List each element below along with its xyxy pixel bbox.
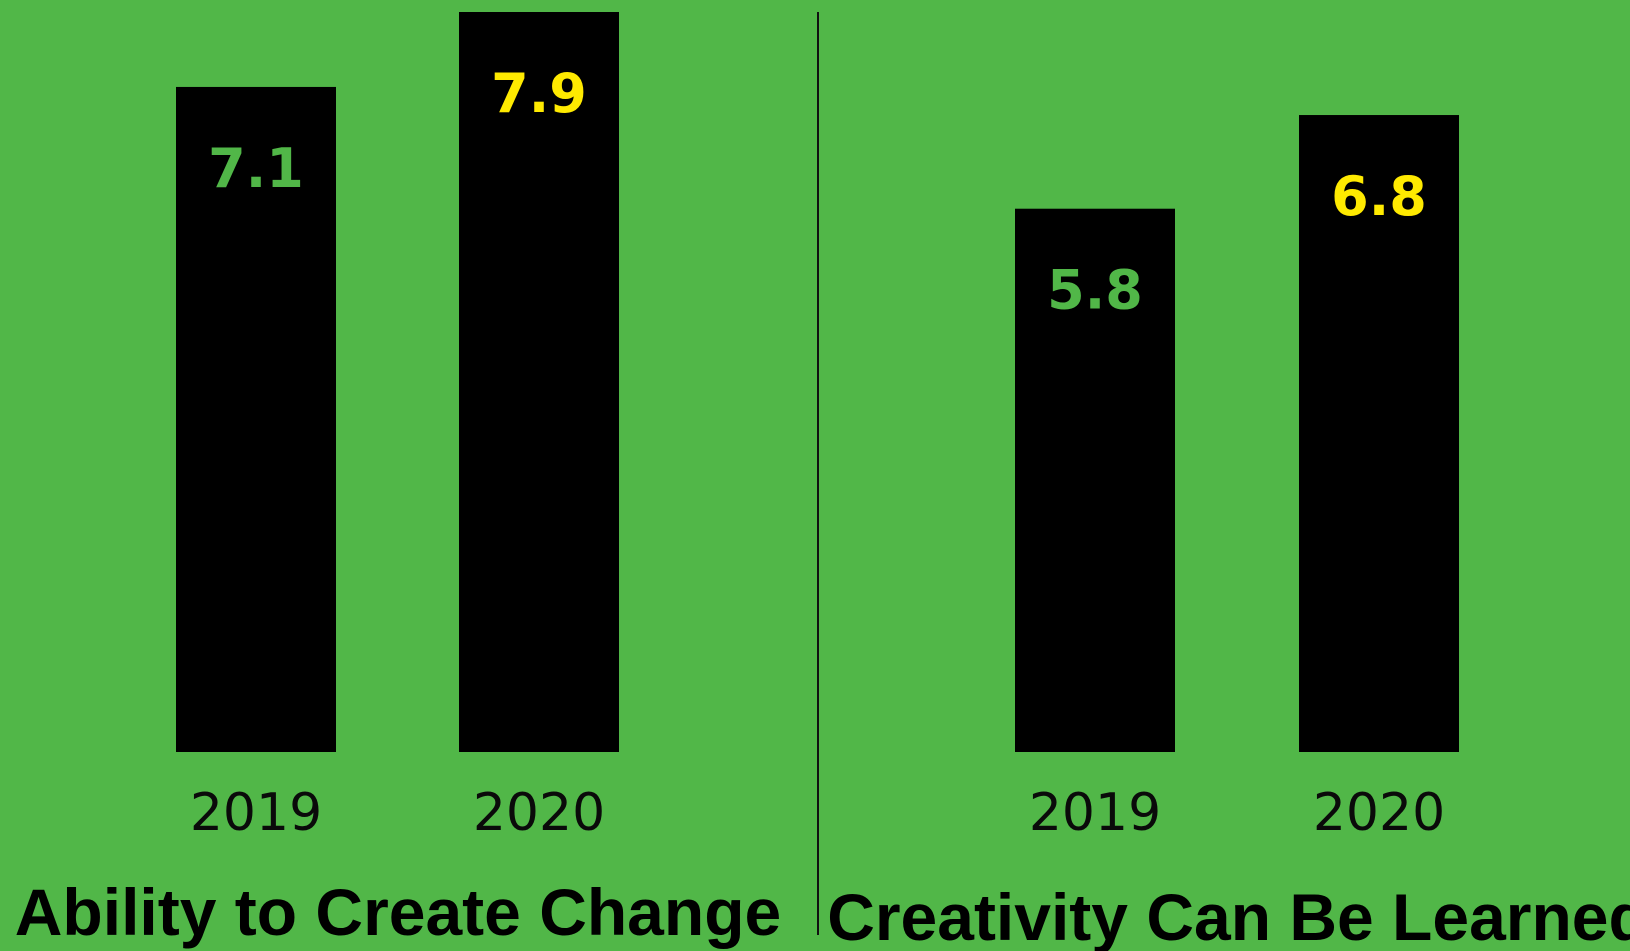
value-label-2019-panel-1: 5.8 bbox=[1047, 259, 1143, 322]
bar-2019-panel-1 bbox=[1015, 208, 1175, 752]
x-tick-2019-panel-1: 2019 bbox=[1029, 783, 1161, 843]
bar-2020-panel-1 bbox=[1299, 115, 1459, 753]
bar-2019-panel-0 bbox=[176, 86, 336, 752]
x-tick-2020-panel-1: 2020 bbox=[1313, 783, 1445, 843]
value-label-2020-panel-0: 7.9 bbox=[491, 62, 587, 125]
x-tick-2020-panel-0: 2020 bbox=[473, 783, 605, 843]
bar-2020-panel-0 bbox=[459, 12, 619, 752]
value-label-2019-panel-0: 7.1 bbox=[208, 137, 304, 200]
panel-title-1: Creativity Can Be Learned bbox=[827, 880, 1630, 951]
x-tick-2019-panel-0: 2019 bbox=[190, 783, 322, 843]
value-label-2020-panel-1: 6.8 bbox=[1331, 165, 1427, 228]
panel-title-0: Ability to Create Change bbox=[15, 875, 781, 949]
